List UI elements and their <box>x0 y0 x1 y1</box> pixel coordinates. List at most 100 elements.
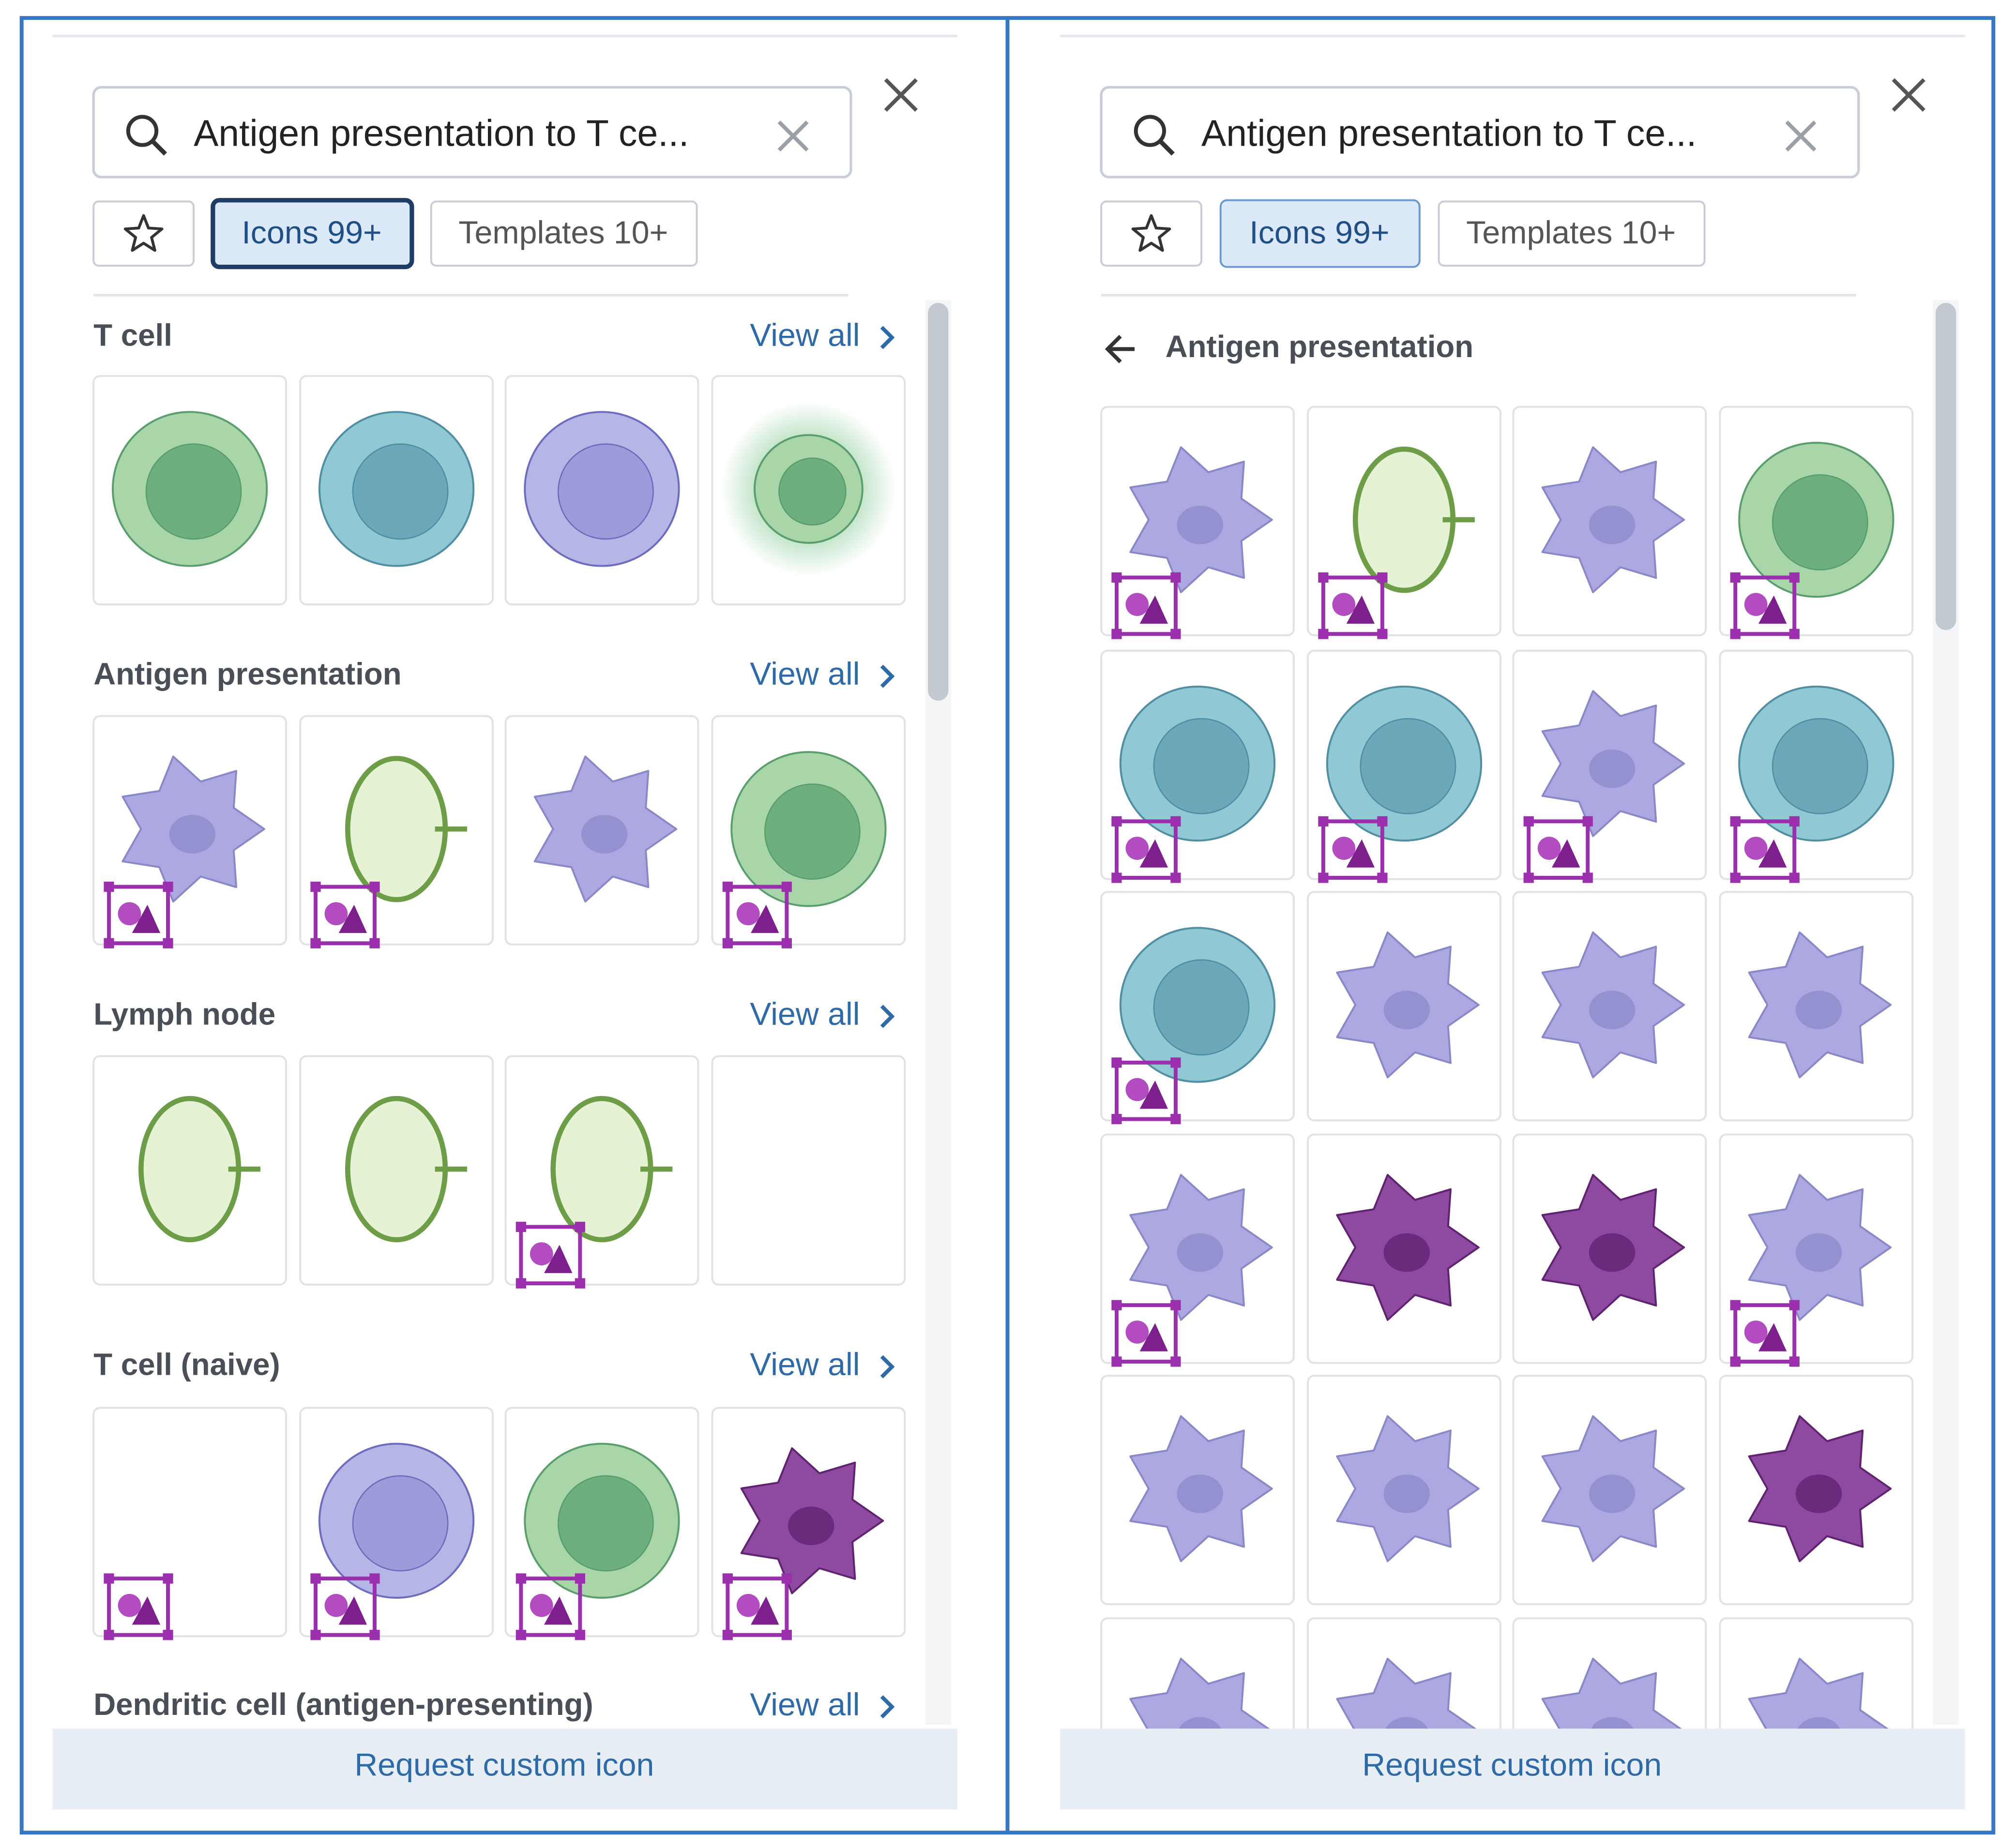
icon-tile[interactable] <box>1307 1133 1501 1364</box>
nucleus <box>1795 1474 1842 1513</box>
icons-tab[interactable] <box>211 198 414 270</box>
placeholder-badge <box>1523 816 1593 883</box>
icon-tile[interactable] <box>504 1055 699 1289</box>
view-all-link[interactable]: View all <box>750 656 860 692</box>
scrollbar-thumb[interactable] <box>1935 302 1956 631</box>
icon-tile[interactable] <box>1100 891 1295 1125</box>
search-box[interactable] <box>1100 86 1860 179</box>
icons-tab-label[interactable]: Icons 99+ <box>1249 215 1389 251</box>
icon-tile[interactable] <box>1100 1617 1295 1847</box>
icon-tile[interactable] <box>1512 406 1707 636</box>
icon-tile[interactable] <box>1719 1375 1914 1606</box>
icon-tile[interactable] <box>1719 1133 1914 1367</box>
footer-bar[interactable] <box>1060 1728 1965 1810</box>
icon-tile[interactable] <box>1307 1375 1501 1606</box>
templates-tab[interactable] <box>430 200 698 267</box>
icon-tile[interactable] <box>1100 406 1295 639</box>
badge-handle <box>369 881 380 892</box>
icon-tile[interactable] <box>1307 1617 1501 1847</box>
section-title: T cell <box>93 318 172 352</box>
search-text[interactable]: Antigen presentation to T ce... <box>194 112 689 154</box>
badge-handle <box>1111 816 1122 826</box>
icon-tile[interactable] <box>299 1055 494 1286</box>
icon-tile[interactable] <box>1100 1133 1295 1367</box>
view-all-link[interactable]: View all <box>750 996 860 1032</box>
icon-tile[interactable] <box>504 375 699 606</box>
tile-frame[interactable] <box>711 1055 906 1286</box>
icon-tile[interactable] <box>92 375 288 606</box>
badge-handle <box>1730 1300 1741 1310</box>
icon-tile[interactable] <box>92 715 288 948</box>
icon-tile[interactable] <box>711 1055 906 1286</box>
clear-search[interactable] <box>1785 120 1817 152</box>
badge-circle <box>1537 837 1561 860</box>
node-body <box>550 1096 653 1243</box>
badge-handle <box>1377 872 1388 883</box>
icon-tile[interactable] <box>1100 649 1295 883</box>
clear-search[interactable] <box>777 120 809 152</box>
search-text[interactable]: Antigen presentation to T ce... <box>1201 112 1697 154</box>
view-all-link[interactable]: View all <box>750 1347 860 1382</box>
icons-tab[interactable] <box>1219 199 1421 268</box>
badge-handle <box>1170 816 1181 826</box>
close-panel[interactable] <box>884 78 918 112</box>
section-title: Lymph node <box>93 997 275 1031</box>
nucleus <box>1589 1474 1636 1513</box>
view-all-link[interactable]: View all <box>750 1687 860 1723</box>
placeholder-badge <box>1318 572 1388 639</box>
node-body <box>1352 446 1456 593</box>
favorites-button[interactable] <box>92 200 195 267</box>
badge-handle <box>1377 816 1388 826</box>
icon-tile[interactable] <box>711 1407 906 1640</box>
footer-bar[interactable] <box>52 1728 958 1810</box>
scrollbar-thumb[interactable] <box>928 302 949 701</box>
icon-tile[interactable] <box>299 375 494 606</box>
icon-tile[interactable] <box>504 715 699 946</box>
badge-triangle <box>1758 839 1787 868</box>
badge-frame <box>1321 575 1384 636</box>
request-custom-icon[interactable]: Request custom icon <box>354 1747 654 1783</box>
icon-tile[interactable] <box>1719 1617 1914 1847</box>
icons-tab-label[interactable]: Icons 99+ <box>242 215 381 251</box>
request-custom-icon[interactable]: Request custom icon <box>1362 1747 1662 1783</box>
badge-frame <box>1321 819 1384 880</box>
icon-tile[interactable] <box>1512 1375 1707 1606</box>
templates-tab-label[interactable]: Templates 10+ <box>458 215 668 251</box>
icon-tile[interactable] <box>504 1407 699 1640</box>
icon-tile[interactable] <box>1512 1617 1707 1847</box>
icon-tile[interactable] <box>92 1055 288 1286</box>
icon-tile[interactable] <box>711 715 906 948</box>
icon-tile[interactable] <box>1719 406 1914 639</box>
view-all-chevron <box>880 1355 895 1379</box>
icon-tile[interactable] <box>92 1407 288 1640</box>
templates-tab-label[interactable]: Templates 10+ <box>1466 215 1676 251</box>
icon-tile[interactable] <box>1719 649 1914 883</box>
icon-tile[interactable] <box>711 375 906 606</box>
icon-tile[interactable] <box>1307 649 1501 883</box>
close-panel[interactable] <box>1892 78 1925 112</box>
view-all-link[interactable]: View all <box>750 317 860 353</box>
icon-tile[interactable] <box>1512 891 1707 1122</box>
badge-handle <box>369 938 380 948</box>
templates-tab[interactable] <box>1438 200 1706 267</box>
icon-tile[interactable] <box>1307 891 1501 1122</box>
icon-tile[interactable] <box>1100 1375 1295 1606</box>
badge-circle <box>1744 593 1768 616</box>
placeholder-badge <box>1730 1300 1800 1367</box>
badge-handle <box>1730 1356 1741 1367</box>
icon-tile[interactable] <box>299 715 494 948</box>
badge-handle <box>1170 1114 1181 1125</box>
badge-handle <box>1111 872 1122 883</box>
icon-tile[interactable] <box>1512 1133 1707 1364</box>
badge-handle <box>575 1630 585 1640</box>
back-arrow[interactable] <box>1105 335 1135 363</box>
icon-tile[interactable] <box>299 1407 494 1640</box>
placeholder-badge <box>515 1221 585 1289</box>
icon-tile[interactable] <box>1719 891 1914 1122</box>
icon-tile[interactable] <box>1512 649 1707 883</box>
badge-handle <box>1170 572 1181 583</box>
favorites-button[interactable] <box>1100 200 1202 267</box>
search-box[interactable] <box>92 86 852 179</box>
icon-tile[interactable] <box>1307 406 1501 639</box>
badge-triangle <box>1139 839 1168 868</box>
